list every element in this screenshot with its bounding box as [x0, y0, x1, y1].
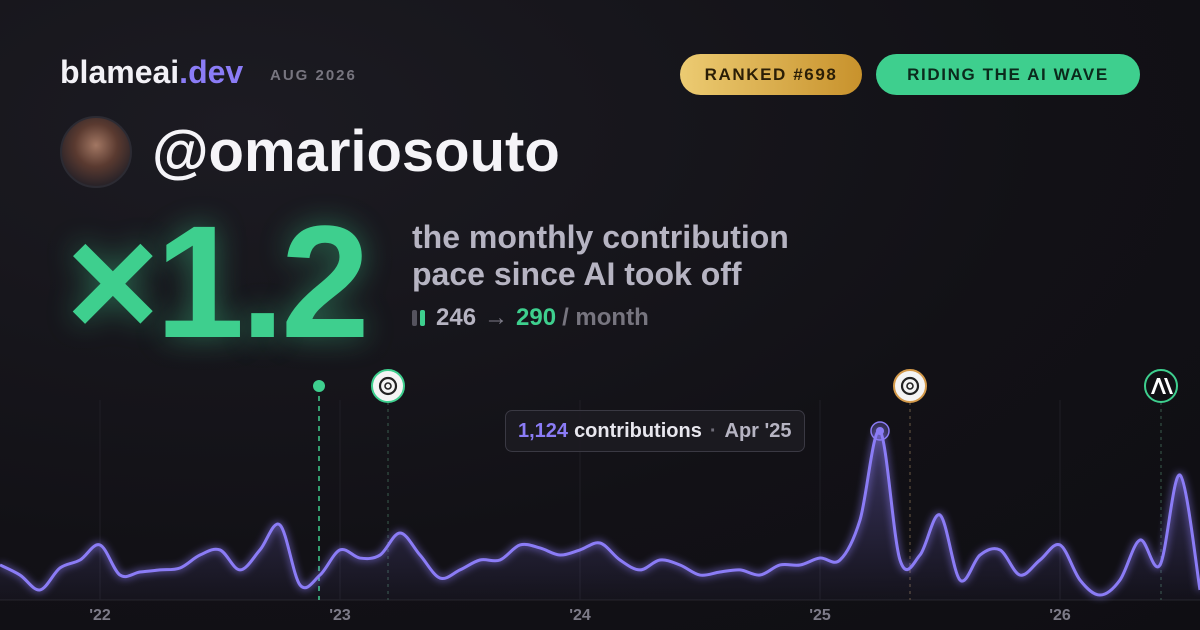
- event-dot: [313, 380, 325, 392]
- before: 246: [436, 304, 477, 331]
- multiplier: ×1.2: [66, 192, 370, 371]
- tooltip-value: 1,124: [518, 420, 569, 442]
- x-tick-label: '24: [569, 607, 591, 624]
- subtitle: pace since AI took off: [412, 256, 742, 292]
- brand-tld: .dev: [179, 54, 244, 90]
- icon: [420, 310, 425, 326]
- subtitle: the monthly contribution: [412, 219, 789, 255]
- x-tick-label: '23: [329, 607, 351, 624]
- highlight-dot: [876, 427, 884, 435]
- status-badge: RIDING THE AI WAVE: [876, 54, 1140, 95]
- pace: 246 → 290/ month: [412, 304, 649, 332]
- arrow: →: [484, 304, 509, 331]
- x-tick-label: '26: [1049, 607, 1071, 624]
- tooltip-date: Apr '25: [724, 420, 792, 442]
- after: 290: [516, 304, 557, 331]
- x-tick-label: '25: [809, 607, 831, 624]
- anthropic-icon: [1144, 369, 1178, 403]
- area: [0, 430, 1200, 600]
- brand: blameai.dev: [60, 54, 243, 91]
- date: AUG 2026: [270, 67, 357, 84]
- openai-icon: [371, 369, 405, 403]
- line: [0, 429, 1200, 597]
- brand-name: blameai: [60, 54, 180, 90]
- rank-badge: RANKED #698: [680, 54, 862, 95]
- x-tick-label: '22: [89, 607, 111, 624]
- openai-icon: [893, 369, 927, 403]
- unit: / month: [562, 304, 649, 331]
- tooltip: 1,124 contributions · Apr '25: [505, 410, 805, 452]
- username: @omariosouto: [152, 119, 560, 184]
- tooltip-text: contributions: [574, 420, 702, 442]
- tooltip-sep: ·: [709, 420, 717, 442]
- avatar: [60, 116, 132, 188]
- icon: [412, 310, 417, 326]
